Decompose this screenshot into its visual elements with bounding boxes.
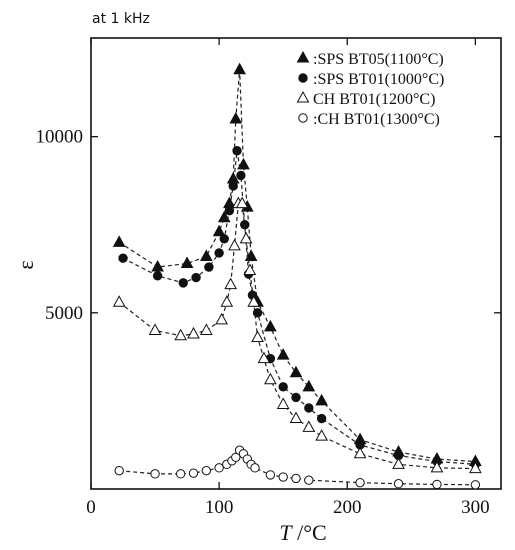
data-point-s1-1: [152, 271, 163, 281]
data-point-s3-4: [201, 465, 212, 476]
data-point-s2-5: [215, 312, 229, 325]
x-tick-label-1: 100: [205, 497, 234, 518]
y-axis-title: ε: [13, 260, 38, 269]
data-point-s2-2: [174, 328, 188, 341]
data-point-s1-18: [304, 403, 314, 413]
data-point-s0-15: [276, 348, 290, 360]
data-point-s0-16: [289, 365, 303, 378]
data-point-s2-4: [199, 323, 213, 335]
data-point-s0-5: [217, 210, 231, 223]
data-point-s2-17: [276, 397, 290, 409]
x-axis-variable: T: [279, 520, 293, 545]
data-point-s3-3: [188, 468, 199, 478]
legend-label-1: :SPS BT01(1000°C): [313, 71, 444, 88]
data-point-s1-19: [316, 413, 327, 424]
plot-frame: [90, 37, 502, 490]
data-point-s0-2: [180, 256, 194, 268]
data-point-s0-4: [212, 224, 226, 237]
legend-marker-3: [298, 113, 308, 123]
data-point-s0-1: [151, 259, 164, 272]
data-point-s1-2: [178, 278, 188, 288]
legend-label-0: :SPS BT05(1100°C): [313, 51, 444, 68]
data-point-s3-20: [432, 479, 442, 490]
data-point-s3-16: [291, 473, 301, 484]
data-point-s2-3: [187, 326, 200, 339]
data-point-s1-4: [204, 262, 214, 272]
data-point-s3-14: [265, 470, 276, 480]
x-tick-label-2: 200: [333, 497, 362, 518]
data-point-s2-21: [353, 446, 367, 459]
data-point-s3-5: [214, 463, 224, 473]
data-point-s0-0: [112, 235, 126, 247]
data-point-s0-8: [229, 112, 243, 124]
data-point-s3-17: [304, 475, 314, 485]
data-point-s2-18: [289, 411, 303, 424]
series-line-0: [118, 69, 476, 463]
y-tick-label-0: 5000: [45, 303, 83, 324]
series-2: [112, 196, 482, 474]
data-point-s3-21: [470, 480, 481, 490]
data-point-s1-7: [224, 205, 235, 216]
data-point-s0-17: [302, 379, 316, 392]
data-point-s2-6: [220, 295, 234, 307]
data-point-s3-19: [393, 479, 404, 489]
data-point-s2-19: [302, 420, 316, 432]
annotation-note: at 1 kHz: [92, 11, 150, 27]
data-point-s2-10: [235, 196, 249, 209]
data-point-s2-22: [392, 457, 405, 469]
data-point-s3-15: [278, 472, 288, 482]
legend-label-3: :CH BT01(1300°C): [313, 111, 440, 128]
data-point-s2-8: [228, 238, 241, 251]
data-point-s0-14: [264, 319, 277, 332]
data-point-s1-10: [236, 170, 246, 181]
legend-marker-2: [296, 90, 310, 103]
data-point-s3-8: [231, 452, 241, 462]
y-tick-label-1: 10000: [36, 127, 84, 148]
data-point-s1-5: [214, 248, 224, 258]
x-tick-label-0: 0: [86, 497, 96, 518]
data-point-s1-9: [232, 146, 242, 156]
data-point-s1-16: [278, 382, 288, 392]
legend: :SPS BT05(1100°C) :SPS BT01(1000°C) CH BT0…: [296, 50, 444, 128]
data-point-s2-24: [469, 461, 482, 474]
data-point-s2-14: [251, 330, 264, 342]
data-point-s2-15: [257, 351, 271, 364]
axis-ticks: 0 100 200 300 5000 10000: [36, 38, 501, 518]
data-point-s2-20: [315, 429, 328, 441]
data-point-s2-1: [148, 323, 162, 335]
data-point-s0-3: [199, 249, 213, 261]
data-point-s1-0: [118, 253, 128, 263]
data-point-s2-16: [264, 372, 277, 385]
data-point-s1-17: [291, 392, 301, 403]
legend-label-2: CH BT01(1200°C): [313, 91, 435, 108]
legend-marker-0: [296, 50, 310, 63]
series-line-3: [119, 449, 476, 486]
data-point-s3-13: [250, 463, 260, 473]
data-point-s1-3: [191, 272, 201, 283]
data-point-s0-9: [233, 62, 246, 75]
data-point-s1-8: [228, 181, 238, 191]
data-series: [112, 62, 482, 490]
x-axis-title: T /°C: [279, 520, 326, 545]
data-point-s0-18: [315, 393, 328, 406]
data-point-s2-11: [239, 231, 253, 244]
data-point-s2-12: [243, 263, 257, 276]
data-point-s3-1: [150, 469, 160, 479]
data-point-s2-13: [247, 295, 261, 307]
series-3: [114, 445, 481, 490]
legend-marker-1: [298, 73, 308, 83]
data-point-s1-6: [219, 234, 229, 244]
data-point-s2-0: [112, 295, 126, 307]
x-tick-label-3: 300: [461, 497, 490, 518]
data-point-s2-7: [224, 277, 238, 290]
data-point-s3-0: [114, 465, 124, 476]
series-line-2: [118, 203, 476, 470]
x-axis-unit: /°C: [292, 520, 327, 545]
data-point-s0-10: [237, 157, 250, 170]
data-point-s3-2: [175, 469, 186, 479]
series-line-1: [122, 150, 476, 465]
data-point-s2-23: [430, 460, 444, 473]
data-point-s3-18: [355, 477, 365, 488]
